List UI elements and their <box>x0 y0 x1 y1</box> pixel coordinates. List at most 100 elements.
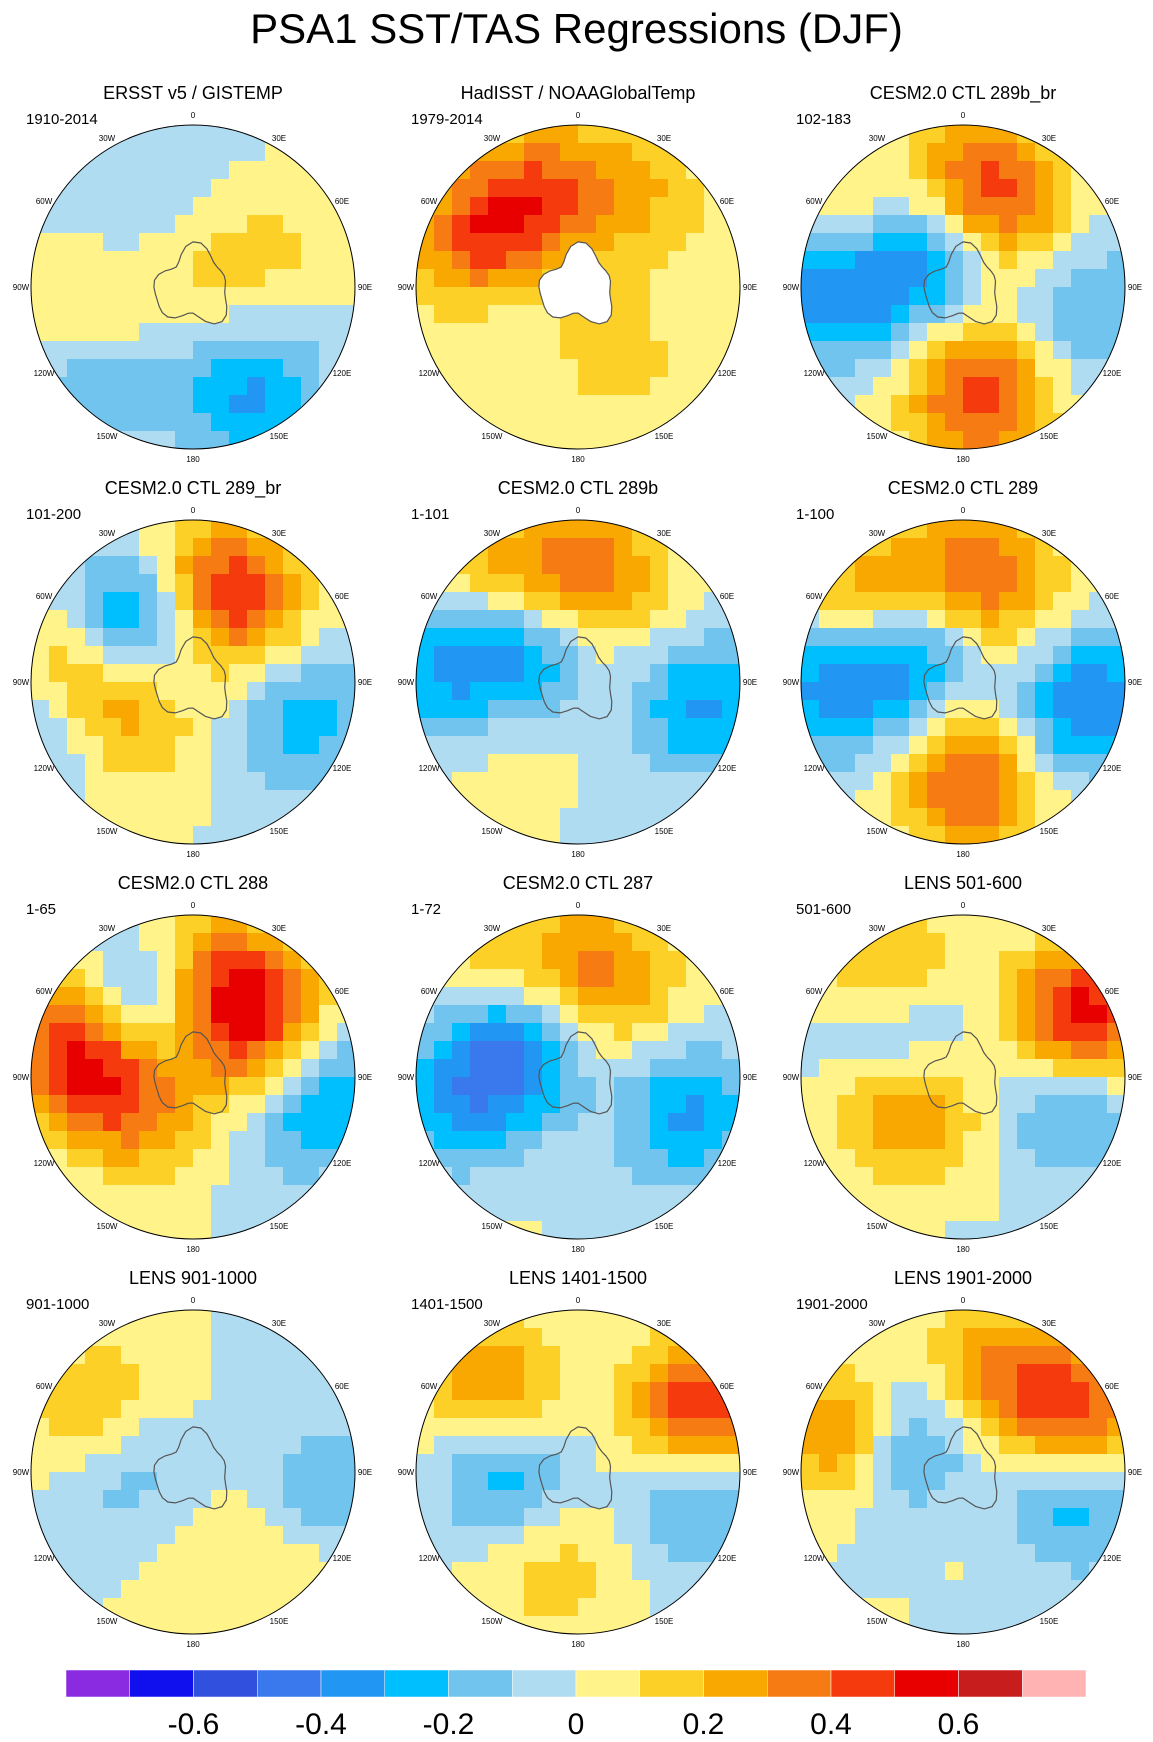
field-cell <box>283 1113 302 1132</box>
field-cell <box>855 1544 874 1563</box>
field-cell <box>103 251 122 270</box>
field-cell <box>686 754 705 773</box>
field-cell <box>247 269 266 288</box>
field-cell <box>31 574 50 593</box>
field-cell <box>265 538 284 557</box>
field-cell <box>704 538 723 557</box>
field-cell <box>801 1364 820 1383</box>
field-cell <box>31 1364 50 1383</box>
field-cell <box>963 1364 982 1383</box>
lon-tick-label: 150E <box>1040 432 1059 441</box>
field-cell <box>704 323 723 342</box>
field-cell <box>945 682 964 701</box>
field-cell <box>265 1113 284 1132</box>
field-cell <box>247 1526 266 1545</box>
field-cell <box>801 161 820 180</box>
field-cell <box>999 1095 1018 1114</box>
field-cell <box>193 305 212 324</box>
field-cell <box>686 736 705 755</box>
field-cell <box>157 718 176 737</box>
field-cell <box>524 933 543 952</box>
field-cell <box>837 987 856 1006</box>
field-cell <box>301 826 320 844</box>
field-cell <box>704 556 723 575</box>
field-cell <box>668 323 687 342</box>
field-cell <box>434 1580 453 1599</box>
field-cell <box>506 269 525 288</box>
field-cell <box>909 556 928 575</box>
field-cell <box>927 1418 946 1437</box>
regression-field <box>416 915 740 1239</box>
field-cell <box>819 628 838 647</box>
field-cell <box>542 1149 561 1168</box>
field-cell <box>211 1346 230 1365</box>
field-cell <box>873 628 892 647</box>
field-cell <box>981 341 1000 360</box>
field-cell <box>85 700 104 719</box>
field-cell <box>1107 664 1125 683</box>
field-cell <box>229 1059 248 1078</box>
field-cell <box>963 161 982 180</box>
field-cell <box>801 251 820 270</box>
field-cell <box>1017 987 1036 1006</box>
field-cell <box>596 431 615 449</box>
field-cell <box>337 287 355 306</box>
field-cell <box>67 431 86 449</box>
field-cell <box>139 233 158 252</box>
field-cell <box>837 1382 856 1401</box>
field-cell <box>283 269 302 288</box>
field-cell <box>247 754 266 773</box>
field-cell <box>193 341 212 360</box>
field-cell <box>909 1544 928 1563</box>
field-cell <box>855 574 874 593</box>
field-cell <box>211 718 230 737</box>
lon-tick-label: 180 <box>571 1245 585 1254</box>
field-cell <box>175 915 194 934</box>
field-cell <box>927 1095 946 1114</box>
field-cell <box>614 1346 633 1365</box>
field-cell <box>524 664 543 683</box>
field-cell <box>488 1059 507 1078</box>
field-cell <box>560 682 579 701</box>
field-cell <box>506 574 525 593</box>
field-cell <box>1017 826 1036 844</box>
field-cell <box>927 646 946 665</box>
field-cell <box>686 377 705 396</box>
field-cell <box>560 1059 579 1078</box>
field-cell <box>247 179 266 198</box>
field-cell <box>103 1005 122 1024</box>
field-cell <box>488 233 507 252</box>
field-cell <box>452 826 471 844</box>
field-cell <box>85 790 104 809</box>
field-cell <box>301 1490 320 1509</box>
field-cell <box>67 197 86 216</box>
field-cell <box>542 915 561 934</box>
field-cell <box>1071 1454 1090 1473</box>
field-cell <box>157 251 176 270</box>
field-cell <box>686 628 705 647</box>
field-cell <box>265 1041 284 1060</box>
field-cell <box>963 215 982 234</box>
field-cell <box>927 1023 946 1042</box>
field-cell <box>1053 1364 1072 1383</box>
field-cell <box>157 197 176 216</box>
field-cell <box>121 1005 140 1024</box>
field-cell <box>596 700 615 719</box>
field-cell <box>596 951 615 970</box>
field-cell <box>1035 556 1054 575</box>
lon-tick-label: 0 <box>191 506 196 515</box>
field-cell <box>999 1472 1018 1491</box>
field-cell <box>211 431 230 449</box>
lon-tick-label: 60E <box>720 592 734 601</box>
field-cell <box>49 1616 68 1634</box>
field-cell <box>265 413 284 432</box>
field-cell <box>668 341 687 360</box>
field-cell <box>452 610 471 629</box>
field-cell <box>999 987 1018 1006</box>
field-cell <box>139 808 158 827</box>
field-cell <box>1107 161 1125 180</box>
field-cell <box>945 610 964 629</box>
field-cell <box>452 915 471 934</box>
field-cell <box>193 592 212 611</box>
